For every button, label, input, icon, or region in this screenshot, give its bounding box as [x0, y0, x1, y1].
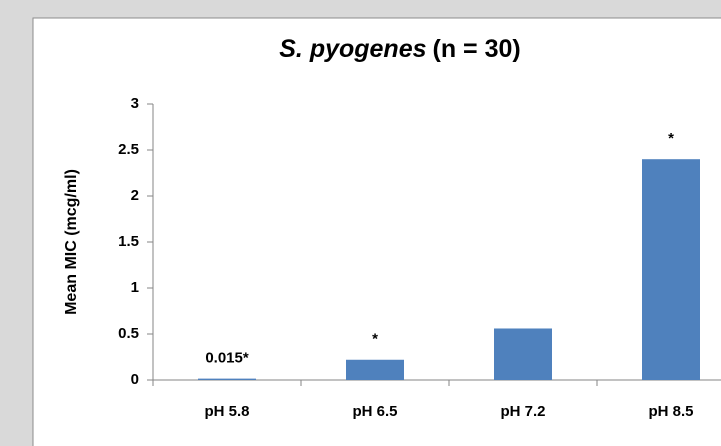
bar: [346, 359, 404, 380]
y-tick-label: 1: [131, 279, 139, 296]
chart-title: S. pyogenes (n = 30): [279, 35, 521, 63]
x-tick-label: pH 7.2: [500, 403, 545, 420]
y-tick-label: 1.5: [118, 233, 139, 250]
title-italic: S. pyogenes: [279, 35, 426, 63]
x-tick-label: pH 8.5: [648, 403, 693, 420]
x-tick-label: pH 6.5: [352, 403, 397, 420]
y-tick-label: 0: [131, 371, 139, 388]
y-tick-label: 0.5: [118, 325, 139, 342]
y-axis-label: Mean MIC (mcg/ml): [63, 169, 80, 315]
y-tick-label: 2: [131, 187, 139, 204]
bar: [494, 328, 552, 380]
value-label: *: [668, 130, 674, 147]
title-plain: (n = 30): [433, 35, 521, 63]
value-label: 0.015*: [205, 350, 249, 367]
bar: [198, 378, 256, 380]
y-tick-label: 3: [131, 95, 139, 112]
x-tick-label: pH 5.8: [204, 403, 249, 420]
bar: [642, 159, 700, 380]
value-label: *: [372, 331, 378, 348]
y-tick-label: 2.5: [118, 141, 139, 158]
